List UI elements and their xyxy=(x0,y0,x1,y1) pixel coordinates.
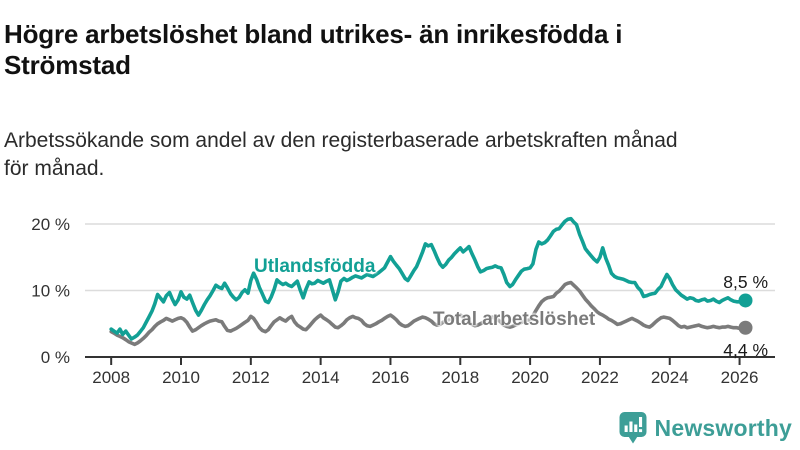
svg-text:2016: 2016 xyxy=(372,368,410,387)
page-title: Högre arbetslöshet bland utrikes- än inr… xyxy=(4,19,623,81)
newsworthy-bubble-barchart-icon xyxy=(619,412,647,444)
chart-canvas: 0 % 10 % 20 % 2008 2010 2012 2014 2016 2018 2020 2… xyxy=(31,215,775,387)
axis-tick-labels: 0 % 10 % 20 % 2008 2010 2012 2014 2016 2018 2020 2… xyxy=(31,215,758,387)
brand-wordmark: Newsworthy xyxy=(654,414,792,441)
svg-text:20 %: 20 % xyxy=(31,215,70,234)
end-value-total: 4,4 % xyxy=(723,340,768,360)
svg-text:2020: 2020 xyxy=(511,368,549,387)
chart-subtitle: Arbetssökande som andel av den registerb… xyxy=(4,129,678,180)
svg-text:2010: 2010 xyxy=(162,368,200,387)
series-label-total-arbetsloshet: Total arbetslöshet xyxy=(433,309,596,330)
newsworthy-logo: Newsworthy xyxy=(618,411,792,445)
series-lines xyxy=(109,216,753,347)
gridlines xyxy=(85,223,775,292)
svg-text:2022: 2022 xyxy=(581,368,619,387)
line-chart: 0 % 10 % 20 % 2008 2010 2012 2014 2016 2018 2020 2… xyxy=(0,190,800,400)
svg-text:2012: 2012 xyxy=(232,368,270,387)
series-label-utlandsfodda: Utlandsfödda xyxy=(254,256,376,277)
svg-text:2018: 2018 xyxy=(441,368,479,387)
x-axis xyxy=(85,356,775,365)
svg-text:0 %: 0 % xyxy=(41,348,70,367)
svg-text:2026: 2026 xyxy=(721,368,759,387)
svg-text:2008: 2008 xyxy=(92,368,130,387)
svg-text:2014: 2014 xyxy=(302,368,340,387)
svg-text:2024: 2024 xyxy=(651,368,689,387)
svg-text:10 %: 10 % xyxy=(31,282,70,301)
end-value-utlandsfodda: 8,5 % xyxy=(723,272,768,292)
